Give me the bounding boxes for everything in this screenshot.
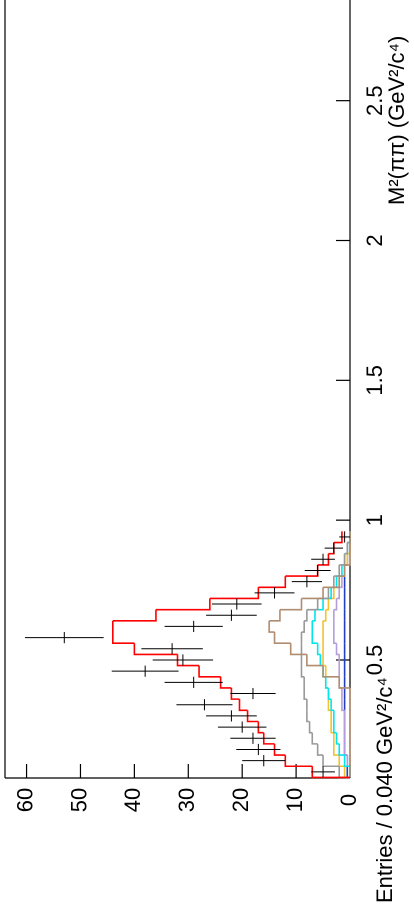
hist-step xyxy=(322,654,326,667)
x-tick-label: 0.5 xyxy=(362,645,387,676)
hist-step xyxy=(311,766,350,779)
hist-step xyxy=(198,665,221,678)
hist-step xyxy=(273,632,291,645)
hist-step xyxy=(316,743,324,756)
hist-step xyxy=(306,598,319,611)
hist-step xyxy=(230,687,240,700)
y-tick-label: 20 xyxy=(228,788,253,812)
hist-step xyxy=(327,687,332,700)
hist-step xyxy=(273,743,286,756)
hist-step xyxy=(279,598,303,611)
hist-step xyxy=(308,721,313,734)
hist-step xyxy=(325,598,330,611)
hist-step xyxy=(338,743,345,756)
hist-step xyxy=(343,743,348,756)
hist-step xyxy=(333,721,337,734)
hist-step xyxy=(339,553,346,566)
hist-step xyxy=(333,564,341,577)
y-tick-label: 30 xyxy=(174,788,199,812)
hist-step xyxy=(343,755,350,768)
hist-step xyxy=(312,609,316,622)
hist-step xyxy=(322,755,340,768)
x-tick-label: 2 xyxy=(362,234,387,246)
hist-step xyxy=(336,587,341,600)
hist-step xyxy=(323,587,332,600)
hist-step xyxy=(323,576,341,589)
hist-step xyxy=(316,643,321,656)
hist-step xyxy=(176,654,200,667)
hist-step xyxy=(338,755,345,768)
hist-step xyxy=(324,676,329,689)
x-tick-label: 1 xyxy=(362,514,387,526)
hist-step xyxy=(306,710,310,723)
x-axis-title: M²(ππ) (GeV²/c⁴) xyxy=(384,36,409,205)
hist-step xyxy=(301,587,324,600)
hist-step xyxy=(322,665,340,678)
hist-step xyxy=(284,755,313,768)
hist-step xyxy=(328,576,335,589)
hist-step xyxy=(219,676,232,689)
hist-step xyxy=(330,721,334,734)
hist-step xyxy=(341,699,345,712)
hist-step xyxy=(269,609,281,622)
y-tick-label: 60 xyxy=(12,788,37,812)
hist-step xyxy=(246,710,259,723)
hist-step xyxy=(344,542,349,555)
hist-step xyxy=(133,643,178,656)
hist-step xyxy=(344,553,351,566)
hist-step xyxy=(289,643,307,656)
hist-step xyxy=(339,576,343,589)
hist-step xyxy=(335,732,340,745)
hist-step xyxy=(303,687,307,700)
hist-step xyxy=(323,609,327,622)
hist-step xyxy=(327,699,332,712)
hist-step xyxy=(257,721,264,734)
hist-step xyxy=(262,732,275,745)
hist-step xyxy=(301,620,305,633)
hist-step xyxy=(333,632,337,645)
hist-step xyxy=(317,553,330,566)
hist-step xyxy=(112,632,135,645)
hist-step xyxy=(311,632,318,645)
x-tick-label: 2.5 xyxy=(362,85,387,116)
y-tick-label: 0 xyxy=(336,794,361,806)
hist-step xyxy=(112,609,157,622)
hist-step xyxy=(306,654,324,667)
hist-step xyxy=(155,598,211,611)
y-tick-label: 40 xyxy=(120,788,145,812)
y-tick-label: 50 xyxy=(66,788,91,812)
hist-step xyxy=(304,609,308,622)
hist-step xyxy=(209,587,260,600)
hist-step xyxy=(338,676,350,689)
hist-step xyxy=(330,699,334,712)
hist-step xyxy=(314,598,324,611)
hist-step xyxy=(333,743,340,756)
y-tick-label: 10 xyxy=(282,788,307,812)
x-tick-label: 1.5 xyxy=(362,365,387,396)
hist-step xyxy=(268,620,275,633)
hist-step xyxy=(333,598,338,611)
hist-step xyxy=(333,531,343,544)
hist-step xyxy=(300,665,305,678)
hist-step xyxy=(311,732,318,745)
hist-step xyxy=(335,643,340,656)
hist-step xyxy=(258,576,287,589)
y-axis-title: Entries / 0.040 GeV²/c⁴ xyxy=(372,677,397,903)
hist-step xyxy=(339,564,346,577)
hist-step xyxy=(238,699,248,712)
